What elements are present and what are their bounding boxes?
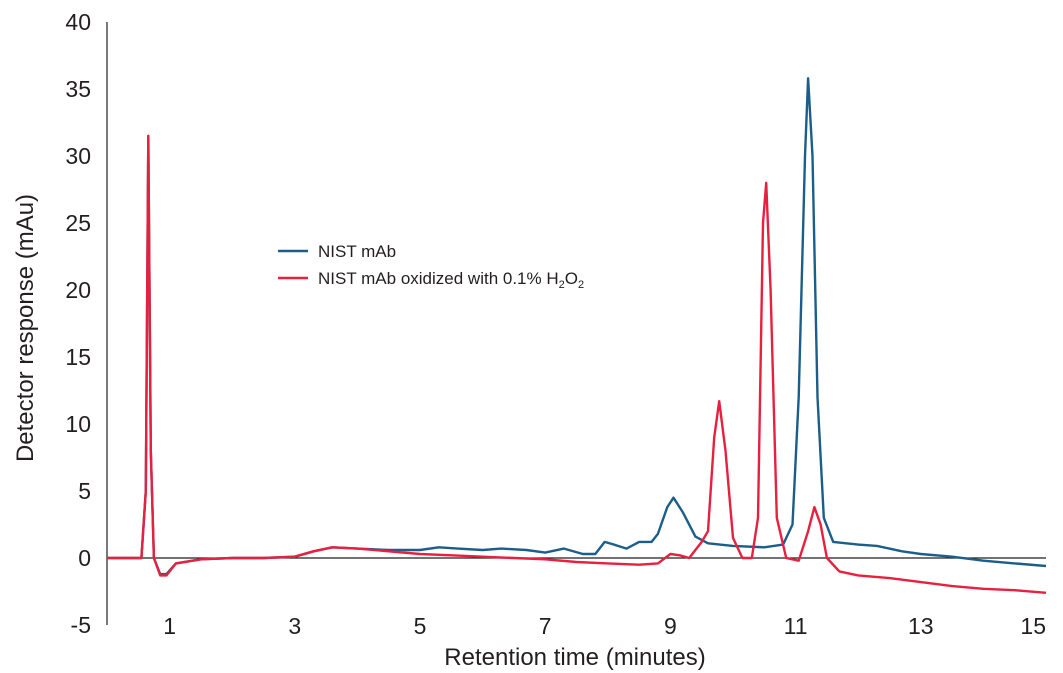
legend: NIST mAb NIST mAb oxidized with 0.1% H2O…: [278, 242, 584, 291]
y-tick-label: 20: [65, 277, 91, 303]
legend-label-subscript-2: 2: [578, 279, 584, 291]
series-line-nist-mab-oxidized: [107, 134, 1047, 594]
series-line-nist-mab: [107, 77, 1047, 576]
legend-label-nist-mab: NIST mAb: [318, 242, 396, 261]
y-tick-label: 30: [65, 143, 91, 169]
x-tick-label: 3: [288, 613, 301, 639]
y-tick-label: 40: [65, 9, 91, 35]
legend-label-oxidized-prefix: NIST mAb oxidized with 0.1% H: [318, 269, 559, 288]
y-tick-label: 10: [65, 411, 91, 437]
x-tick-label: 9: [664, 613, 677, 639]
x-tick-label: 1: [163, 613, 176, 639]
y-axis-ticks: -5 0 5 10 15 20 25 30 35 40: [65, 9, 91, 638]
y-tick-label: -5: [71, 612, 91, 638]
legend-label-oxidized-mid: O: [565, 269, 578, 288]
x-tick-label: 11: [784, 613, 808, 639]
x-tick-label: 13: [908, 613, 934, 639]
legend-label-subscript-1: 2: [559, 279, 565, 291]
x-tick-label: 15: [1020, 613, 1046, 639]
y-tick-label: 0: [78, 545, 91, 571]
series-layer: [107, 77, 1047, 594]
x-axis-title: Retention time (minutes): [444, 644, 705, 671]
y-axis-title: Detector response (mAu): [12, 194, 39, 462]
y-tick-label: 5: [78, 478, 91, 504]
y-tick-label: 25: [65, 210, 91, 236]
x-axis-ticks: 1 3 5 7 9 11 13 15: [163, 613, 1046, 639]
y-tick-label: 35: [65, 76, 91, 102]
y-tick-label: 15: [65, 344, 91, 370]
x-tick-label: 5: [414, 613, 427, 639]
x-tick-label: 7: [539, 613, 552, 639]
legend-label-nist-mab-oxidized: NIST mAb oxidized with 0.1% H2O2: [318, 269, 584, 291]
